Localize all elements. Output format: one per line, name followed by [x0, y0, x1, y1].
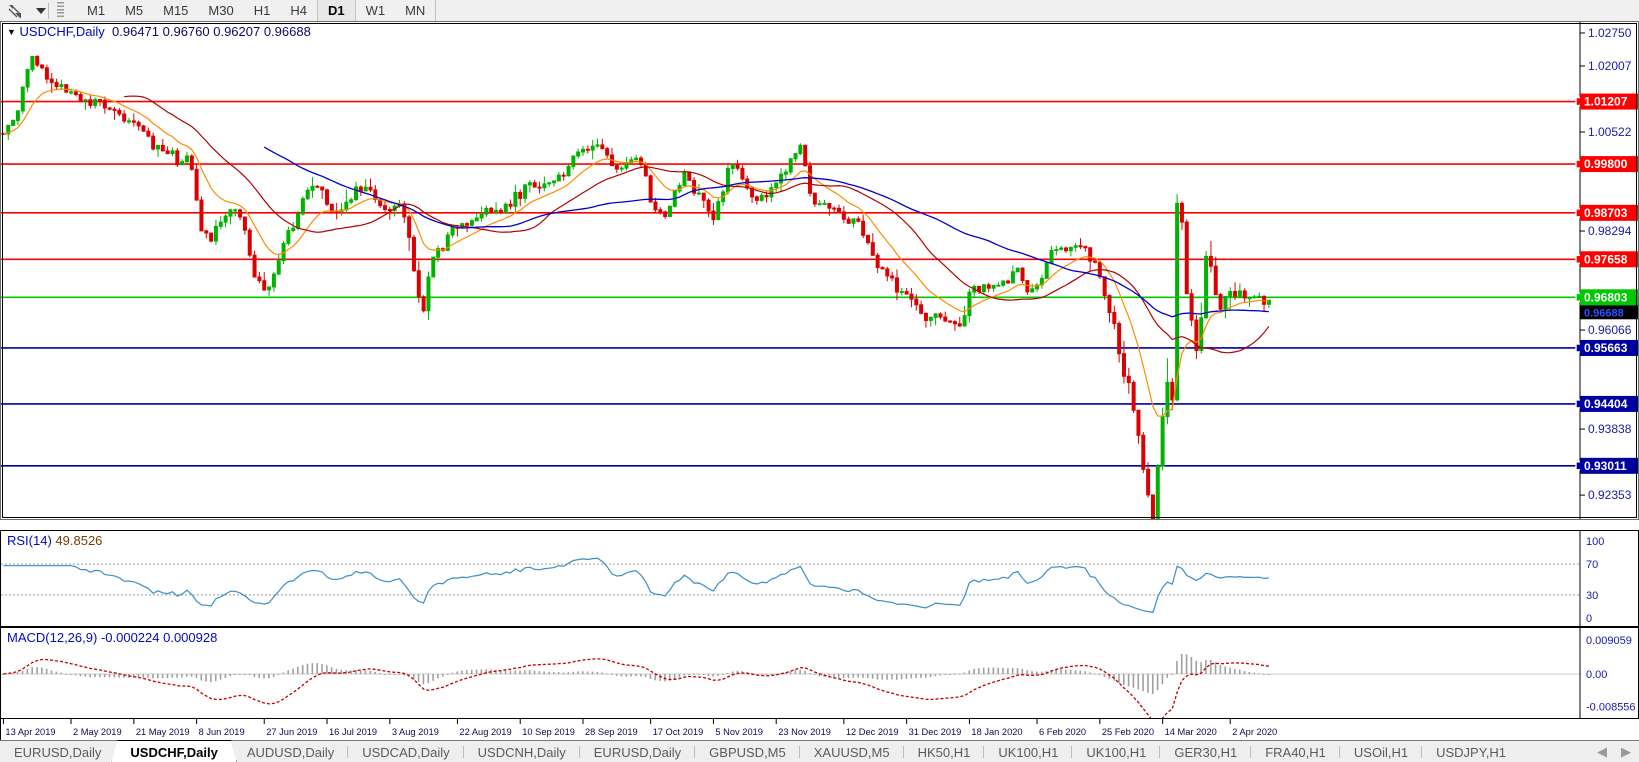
svg-text:6 Feb 2020: 6 Feb 2020	[1039, 727, 1086, 737]
svg-text:0.96688: 0.96688	[1584, 307, 1624, 319]
svg-text:100: 100	[1586, 536, 1604, 548]
svg-text:0.97658: 0.97658	[1584, 252, 1628, 266]
svg-text:-0.008556: -0.008556	[1586, 701, 1636, 713]
svg-text:0.96803: 0.96803	[1584, 290, 1628, 304]
svg-text:16 Jul 2019: 16 Jul 2019	[329, 727, 377, 737]
svg-text:14 Mar 2020: 14 Mar 2020	[1165, 727, 1217, 737]
svg-text:31 Dec 2019: 31 Dec 2019	[909, 727, 962, 737]
svg-text:0.98294: 0.98294	[1588, 224, 1632, 238]
svg-text:0: 0	[1586, 613, 1592, 625]
svg-text:2 Apr 2020: 2 Apr 2020	[1232, 727, 1277, 737]
svg-text:0.92353: 0.92353	[1588, 488, 1632, 502]
svg-text:10 Sep 2019: 10 Sep 2019	[522, 727, 575, 737]
svg-text:25 Feb 2020: 25 Feb 2020	[1102, 727, 1154, 737]
svg-text:0.96066: 0.96066	[1588, 323, 1632, 337]
svg-text:8 Jun 2019: 8 Jun 2019	[199, 727, 245, 737]
svg-text:1.02750: 1.02750	[1588, 26, 1632, 40]
svg-text:12 Dec 2019: 12 Dec 2019	[846, 727, 899, 737]
svg-text:0.95663: 0.95663	[1584, 341, 1628, 355]
svg-text:2 May 2019: 2 May 2019	[73, 727, 122, 737]
svg-text:21 May 2019: 21 May 2019	[136, 727, 190, 737]
svg-text:17 Oct 2019: 17 Oct 2019	[653, 727, 704, 737]
svg-text:30: 30	[1586, 590, 1598, 602]
svg-text:0.00: 0.00	[1586, 669, 1607, 681]
svg-text:0.93011: 0.93011	[1584, 459, 1627, 473]
svg-text:3 Aug 2019: 3 Aug 2019	[392, 727, 439, 737]
svg-text:27 Jun 2019: 27 Jun 2019	[266, 727, 317, 737]
svg-text:22 Aug 2019: 22 Aug 2019	[459, 727, 511, 737]
svg-text:5 Nov 2019: 5 Nov 2019	[715, 727, 763, 737]
svg-text:0.98703: 0.98703	[1584, 206, 1628, 220]
svg-text:23 Nov 2019: 23 Nov 2019	[778, 727, 831, 737]
svg-text:1.00522: 1.00522	[1588, 125, 1632, 139]
svg-text:1.02007: 1.02007	[1588, 59, 1632, 73]
svg-text:1.01207: 1.01207	[1584, 95, 1628, 109]
svg-text:0.93838: 0.93838	[1588, 422, 1632, 436]
svg-text:28 Sep 2019: 28 Sep 2019	[585, 727, 638, 737]
svg-text:18 Jan 2020: 18 Jan 2020	[971, 727, 1022, 737]
svg-text:0.94404: 0.94404	[1584, 397, 1628, 411]
svg-text:0.99800: 0.99800	[1584, 157, 1628, 171]
svg-text:70: 70	[1586, 559, 1598, 571]
svg-text:13 Apr 2019: 13 Apr 2019	[5, 727, 55, 737]
svg-text:0.009059: 0.009059	[1586, 635, 1632, 647]
